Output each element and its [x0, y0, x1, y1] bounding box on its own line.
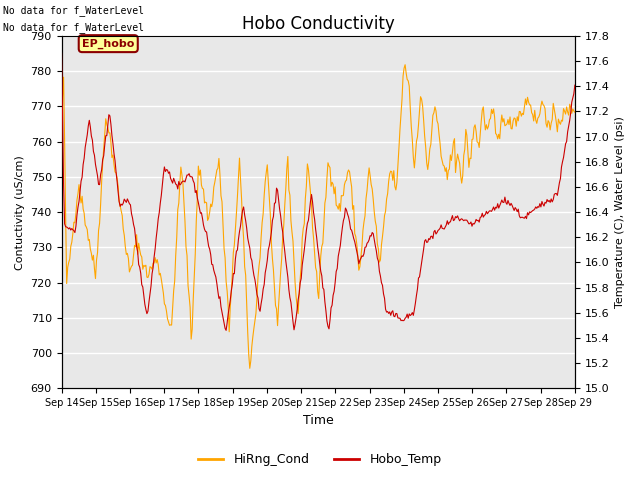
- Text: EP_hobo: EP_hobo: [82, 38, 134, 49]
- Y-axis label: Temperature (C), Water Level (psi): Temperature (C), Water Level (psi): [615, 116, 625, 308]
- Y-axis label: Contuctivity (uS/cm): Contuctivity (uS/cm): [15, 155, 25, 269]
- Title: Hobo Conductivity: Hobo Conductivity: [242, 15, 395, 33]
- X-axis label: Time: Time: [303, 414, 333, 427]
- Text: No data for f_WaterLevel: No data for f_WaterLevel: [3, 22, 144, 33]
- Text: No data for f_WaterLevel: No data for f_WaterLevel: [3, 5, 144, 16]
- Legend: HiRng_Cond, Hobo_Temp: HiRng_Cond, Hobo_Temp: [193, 448, 447, 471]
